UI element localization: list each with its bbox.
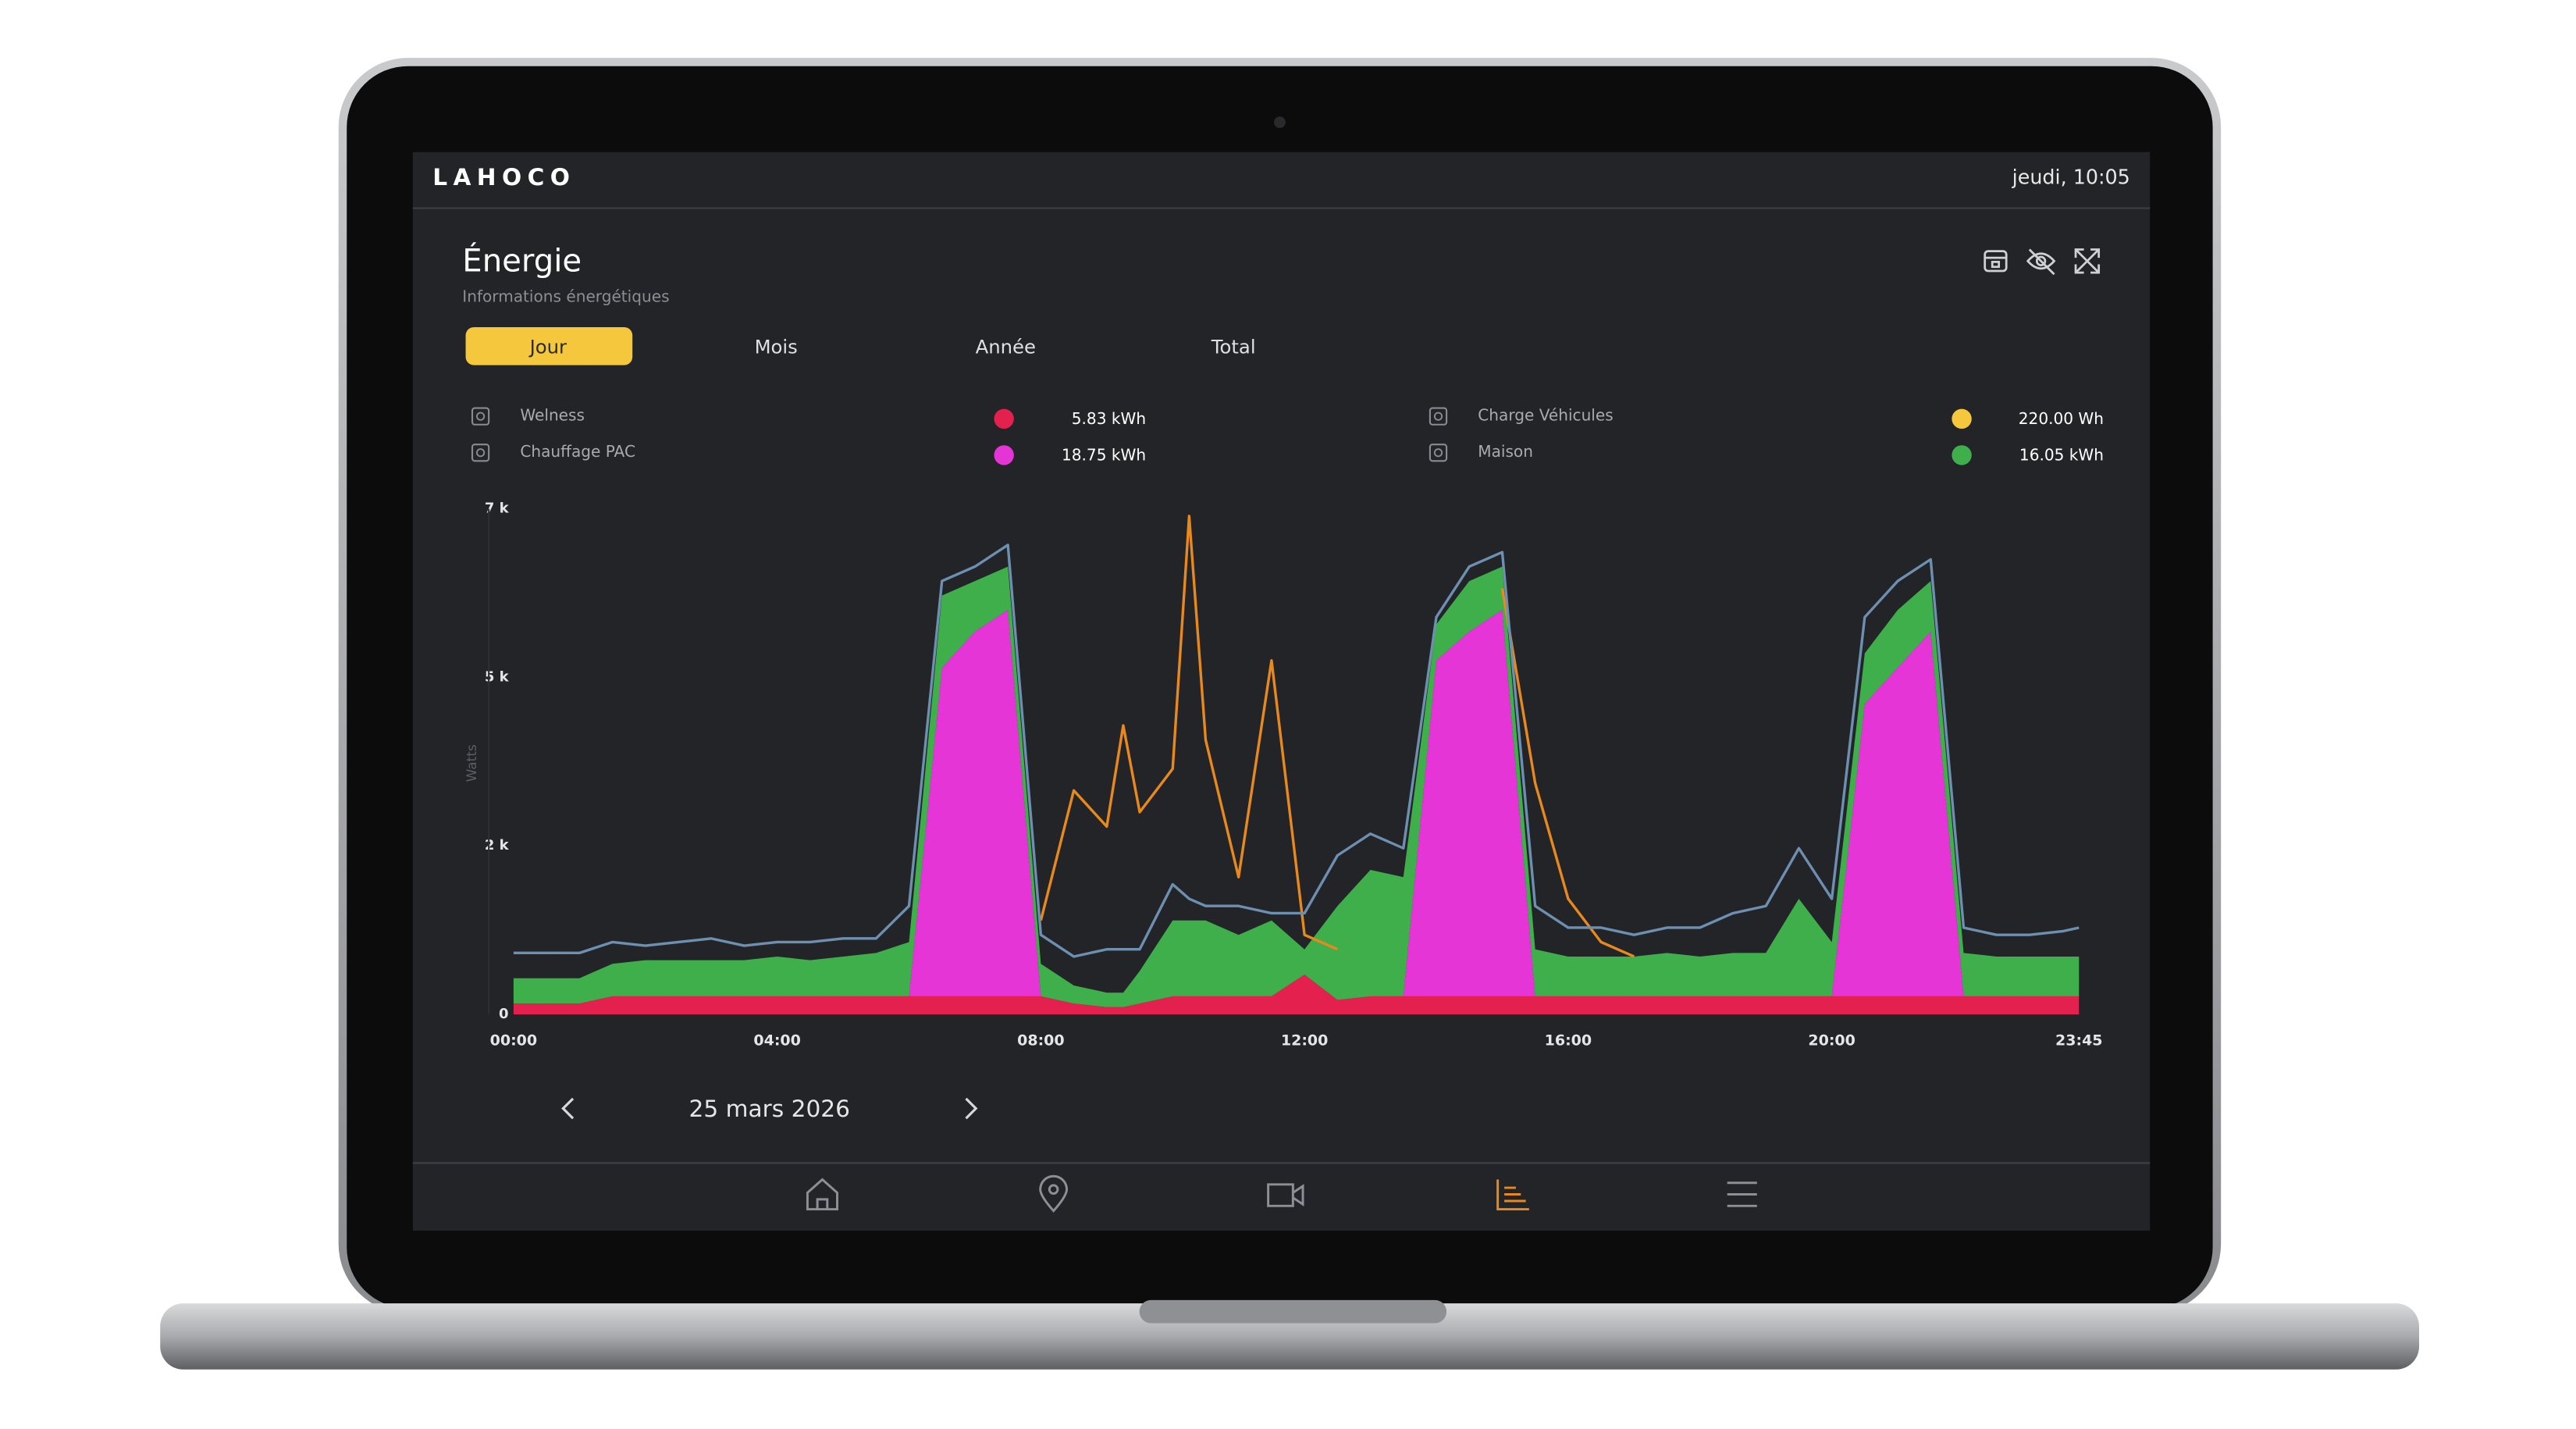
x-tick-label: 16:00: [1545, 1032, 1592, 1049]
tab[interactable]: Année: [976, 335, 1036, 358]
legend: Welness 5.83 kWh Chauffage PAC 18.75 kWh Cha…: [471, 406, 2104, 465]
chart: Watts 0 2 k 5 k 7 k 00:00 04:00 08:00 12:00 16:00…: [464, 501, 2103, 1049]
camera: [1274, 116, 1286, 129]
legend-total: 220.00 Wh: [2019, 409, 2104, 428]
panel-actions: [1984, 248, 2101, 276]
x-tick-label: 20:00: [1808, 1032, 1856, 1049]
stacked-area: [513, 566, 2080, 1007]
panel-subtitle: Informations énergétiques: [462, 287, 669, 305]
legend-total: 18.75 kWh: [1062, 445, 1146, 464]
panel-title: Énergie: [462, 241, 582, 279]
y-tick-label: 2 k: [485, 837, 510, 853]
legend-icon: [471, 407, 490, 426]
tab-highlight: [465, 326, 633, 365]
nav-camera[interactable]: [1267, 1183, 1304, 1207]
stacked-area: [513, 975, 2080, 1014]
stacked-area: [513, 610, 2080, 1007]
legend-total: 5.83 kWh: [1072, 409, 1146, 428]
previous-day[interactable]: [561, 1097, 575, 1120]
x-tick-label: 23:45: [2055, 1032, 2103, 1049]
nav-location[interactable]: [1039, 1174, 1069, 1213]
tab[interactable]: Mois: [755, 335, 798, 358]
legend-swatch: [994, 445, 1014, 465]
base-notch: [1139, 1299, 1447, 1324]
nav-energy[interactable]: [1496, 1179, 1529, 1211]
legend-swatch: [1952, 445, 1972, 465]
tab[interactable]: Jour: [528, 335, 567, 358]
y-tick-label: 5 k: [485, 668, 510, 685]
tab-bar: Jour Mois Année Total: [465, 326, 1256, 365]
legend-icon: [1429, 407, 1448, 426]
legend-icon: [471, 444, 490, 462]
legend-swatch: [1952, 408, 1972, 429]
legend-label: Welness: [520, 406, 585, 425]
bottom-nav: [806, 1174, 1757, 1213]
legend-label: Charge Véhicules: [1478, 406, 1613, 425]
x-tick-label: 04:00: [753, 1032, 801, 1049]
line: [513, 543, 2080, 958]
legend-swatch: [994, 408, 1014, 429]
legend-icon-dot: [475, 448, 486, 458]
legend-icon-dot: [1433, 412, 1443, 421]
legend-total: 16.05 kWh: [2019, 445, 2104, 464]
legend-icon-dot: [475, 412, 486, 421]
nav-menu[interactable]: [1727, 1181, 1757, 1207]
x-tick-label: 00:00: [490, 1032, 538, 1049]
legend-label: Maison: [1478, 442, 1533, 461]
legend-label: Chauffage PAC: [520, 442, 635, 461]
date-nav: [561, 1097, 978, 1120]
fullscreen-button[interactable]: [2074, 248, 2101, 274]
y-axis-label: Watts: [464, 744, 479, 782]
nav-home[interactable]: [806, 1178, 838, 1211]
x-tick-label: 12:00: [1281, 1032, 1329, 1049]
tab[interactable]: Total: [1211, 335, 1256, 358]
legend-icon: [1429, 444, 1448, 462]
laptop-base: [160, 1303, 2420, 1370]
date-label: 25 mars 2026: [689, 1096, 850, 1122]
next-day[interactable]: [965, 1097, 978, 1120]
datetime: jeudi, 10:05: [2012, 166, 2130, 189]
hide-button[interactable]: [2026, 248, 2056, 276]
x-tick-label: 08:00: [1017, 1032, 1065, 1049]
y-tick-label: 7 k: [485, 501, 510, 517]
line: [1039, 515, 1635, 958]
brand: LAHOCO: [432, 164, 575, 191]
legend-icon-dot: [1433, 448, 1443, 458]
calendar-button[interactable]: [1984, 250, 2008, 273]
y-tick-label: 0: [499, 1006, 509, 1022]
